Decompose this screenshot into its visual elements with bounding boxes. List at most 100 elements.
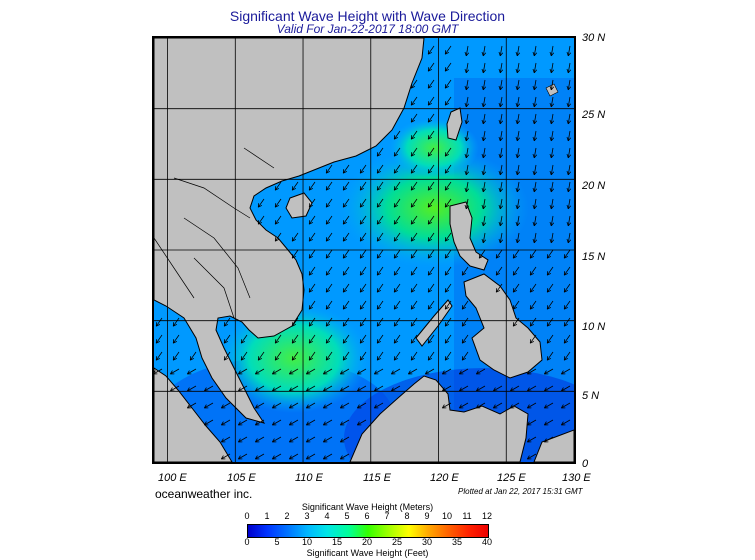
wave-arrow [393,181,401,191]
wave-arrow [461,266,469,276]
wave-arrow [475,385,486,392]
wave-arrow [308,334,316,344]
wave-arrow [481,79,487,91]
map-title: Significant Wave Height with Wave Direct… [229,8,506,24]
wave-arrow [322,402,333,409]
wave-arrow [203,385,214,392]
wave-arrow [410,113,418,123]
wave-arrow [464,79,470,91]
wave-arrow [237,453,248,460]
wave-arrow [560,402,571,409]
wave-arrow [223,317,231,327]
wave-arrow [393,334,401,344]
wave-arrow [498,147,504,159]
wave-arrow [546,317,554,327]
wave-arrow [359,215,367,225]
wave-arrow [498,113,504,125]
wave-arrow [444,147,452,157]
wave-arrow [257,198,265,208]
wave-arrow [563,317,571,327]
wave-arrow [305,385,316,392]
wave-arrow [342,283,350,293]
wave-arrow [291,317,299,327]
wave-arrow [461,317,469,327]
wave-arrow [271,402,282,409]
wave-arrow [566,130,572,142]
colorbar-meter-tick: 6 [364,511,370,521]
wave-arrow [532,96,538,108]
wave-arrow [155,334,163,344]
wave-arrow [342,266,350,276]
wave-arrow [410,266,418,276]
wave-arrow [509,385,520,392]
wave-arrow [464,96,470,108]
wave-arrow [376,334,384,344]
wave-arrow [410,147,418,157]
wave-arrow [376,317,384,327]
wave-arrow [169,385,180,392]
wave-arrow [410,232,418,242]
wave-arrow [424,368,435,375]
wave-arrow [427,198,435,208]
wave-arrow [549,79,555,91]
wave-arrow [342,300,350,310]
wave-arrow [254,436,265,443]
wave-arrow [566,45,572,57]
colorbar-meter-tick: 5 [344,511,350,521]
colorbar-meter-tick: 11 [462,511,472,521]
colorbar-title: Significant Wave Height (Meters) [301,502,434,512]
land-mainland-asia [154,38,425,424]
wave-arrow [288,453,299,460]
wave-arrow [393,300,401,310]
wave-arrow [271,368,282,375]
wave-arrow [563,334,571,344]
wave-arrow [549,164,555,176]
wave-arrow [498,62,504,74]
wave-arrow [356,368,367,375]
wave-arrow [495,249,503,259]
land-palawan [415,299,453,347]
wave-arrow [549,45,555,57]
wave-arrow [203,402,214,409]
wave-arrow [271,419,282,426]
wave-arrow [410,249,418,259]
wave-arrow [566,62,572,74]
lat-lon-grid [154,38,574,462]
wave-arrow [359,249,367,259]
wave-arrow [393,283,401,293]
lon-label-115e: 115 E [363,472,391,484]
wave-arrow [393,351,401,361]
wave-arrow [546,266,554,276]
colorbar-meter-tick: 12 [481,511,492,521]
wave-arrow [444,96,452,106]
wave-arrow [461,351,469,361]
wave-arrow [427,351,435,361]
wave-arrow [376,198,384,208]
colorbar-feet-tick: 40 [481,537,492,547]
land-taiwan [446,107,463,141]
wave-arrow [237,385,248,392]
wave-arrow [172,317,180,327]
wave-arrow [546,283,554,293]
wave-arrow [549,181,555,193]
wave-arrow [543,436,554,443]
colorbar-feet-tick: 10 [301,537,312,547]
wave-arrow [410,283,418,293]
wave-arrow [288,402,299,409]
colorbar-feet-tick: 25 [391,537,402,547]
wave-arrow [515,130,521,142]
colorbar-feet-tick: 30 [421,537,432,547]
wave-arrow [515,113,521,125]
wave-arrow [481,45,487,57]
wave-arrow [186,368,197,375]
wave-arrow [393,249,401,259]
wave-arrow [376,164,384,174]
wave-arrow [566,96,572,108]
wave-arrow [342,351,350,361]
wave-arrow [512,317,520,327]
wave-arrow [498,164,504,176]
wave-arrow [498,215,504,227]
wave-arrow [356,419,367,426]
wave-arrow [308,181,316,191]
wave-arrow [393,317,401,327]
